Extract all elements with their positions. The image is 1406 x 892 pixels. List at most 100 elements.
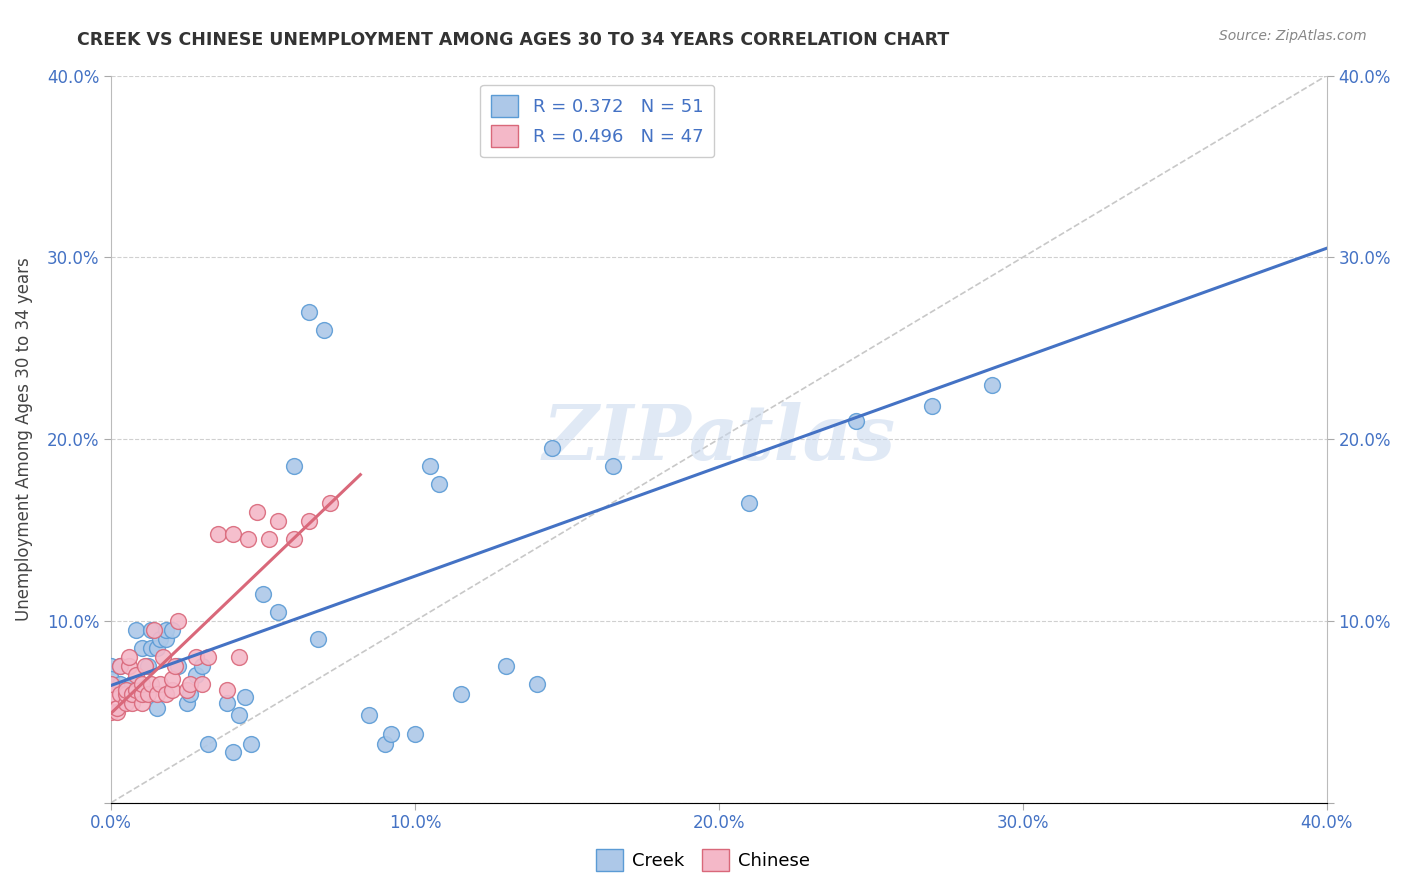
Point xyxy=(118,659,141,673)
Point xyxy=(191,659,214,673)
Text: CREEK VS CHINESE UNEMPLOYMENT AMONG AGES 30 TO 34 YEARS CORRELATION CHART: CREEK VS CHINESE UNEMPLOYMENT AMONG AGES… xyxy=(77,31,949,49)
Point xyxy=(298,514,321,528)
Point xyxy=(100,677,122,691)
Point xyxy=(167,659,190,673)
Point xyxy=(526,677,548,691)
Point xyxy=(155,687,177,701)
Text: Source: ZipAtlas.com: Source: ZipAtlas.com xyxy=(1219,29,1367,43)
Point xyxy=(105,701,128,715)
Point xyxy=(118,650,141,665)
Point xyxy=(298,305,321,319)
Point xyxy=(307,632,329,646)
Point xyxy=(155,623,177,637)
Point xyxy=(267,605,290,619)
Point xyxy=(121,677,143,691)
Point xyxy=(197,738,219,752)
Point xyxy=(207,526,229,541)
Point xyxy=(146,687,169,701)
Point xyxy=(152,650,174,665)
Point xyxy=(283,532,305,546)
Point xyxy=(981,377,1004,392)
Point xyxy=(110,659,132,673)
Point xyxy=(121,696,143,710)
Point xyxy=(131,687,153,701)
Point xyxy=(540,441,562,455)
Point xyxy=(110,677,132,691)
Point xyxy=(139,641,162,656)
Point xyxy=(115,687,138,701)
Point xyxy=(124,668,146,682)
Point xyxy=(134,659,156,673)
Legend: R = 0.372   N = 51, R = 0.496   N = 47: R = 0.372 N = 51, R = 0.496 N = 47 xyxy=(481,85,714,158)
Point xyxy=(121,677,143,691)
Point xyxy=(450,687,472,701)
Point xyxy=(738,496,761,510)
Point xyxy=(131,687,153,701)
Point xyxy=(197,650,219,665)
Point xyxy=(495,659,517,673)
Point xyxy=(233,690,256,705)
Point xyxy=(124,682,146,697)
Point xyxy=(146,641,169,656)
Point xyxy=(602,459,624,474)
Point xyxy=(100,672,122,686)
Point xyxy=(283,459,305,474)
Point xyxy=(380,726,402,740)
Point xyxy=(121,687,143,701)
Point xyxy=(215,682,238,697)
Y-axis label: Unemployment Among Ages 30 to 34 years: Unemployment Among Ages 30 to 34 years xyxy=(15,257,32,621)
Point xyxy=(179,677,201,691)
Point xyxy=(252,586,274,600)
Point xyxy=(139,623,162,637)
Point xyxy=(176,696,198,710)
Point xyxy=(222,526,245,541)
Point xyxy=(312,323,335,337)
Point xyxy=(240,738,263,752)
Point xyxy=(228,708,250,723)
Point xyxy=(100,705,122,719)
Point xyxy=(155,632,177,646)
Point xyxy=(571,123,593,137)
Point xyxy=(228,650,250,665)
Point xyxy=(191,677,214,691)
Point xyxy=(146,701,169,715)
Point xyxy=(131,696,153,710)
Legend: Creek, Chinese: Creek, Chinese xyxy=(589,842,817,879)
Point xyxy=(419,459,441,474)
Point xyxy=(115,696,138,710)
Point xyxy=(105,705,128,719)
Point xyxy=(136,659,159,673)
Point xyxy=(374,738,396,752)
Point xyxy=(115,682,138,697)
Point xyxy=(110,659,132,673)
Point xyxy=(160,682,183,697)
Point xyxy=(186,650,208,665)
Point xyxy=(176,682,198,697)
Point xyxy=(222,745,245,759)
Point xyxy=(215,696,238,710)
Point xyxy=(149,632,172,646)
Point xyxy=(845,414,868,428)
Point xyxy=(131,677,153,691)
Point xyxy=(319,496,342,510)
Point xyxy=(139,677,162,691)
Point xyxy=(167,614,190,628)
Point xyxy=(110,687,132,701)
Point xyxy=(142,623,165,637)
Point xyxy=(359,708,381,723)
Point xyxy=(124,623,146,637)
Point xyxy=(149,677,172,691)
Point xyxy=(267,514,290,528)
Point xyxy=(136,687,159,701)
Point xyxy=(186,668,208,682)
Point xyxy=(246,505,269,519)
Point xyxy=(257,532,280,546)
Text: ZIPatlas: ZIPatlas xyxy=(543,402,896,476)
Point xyxy=(179,687,201,701)
Point xyxy=(160,672,183,686)
Point xyxy=(236,532,259,546)
Point xyxy=(921,400,943,414)
Point xyxy=(160,623,183,637)
Point xyxy=(429,477,451,491)
Point xyxy=(131,641,153,656)
